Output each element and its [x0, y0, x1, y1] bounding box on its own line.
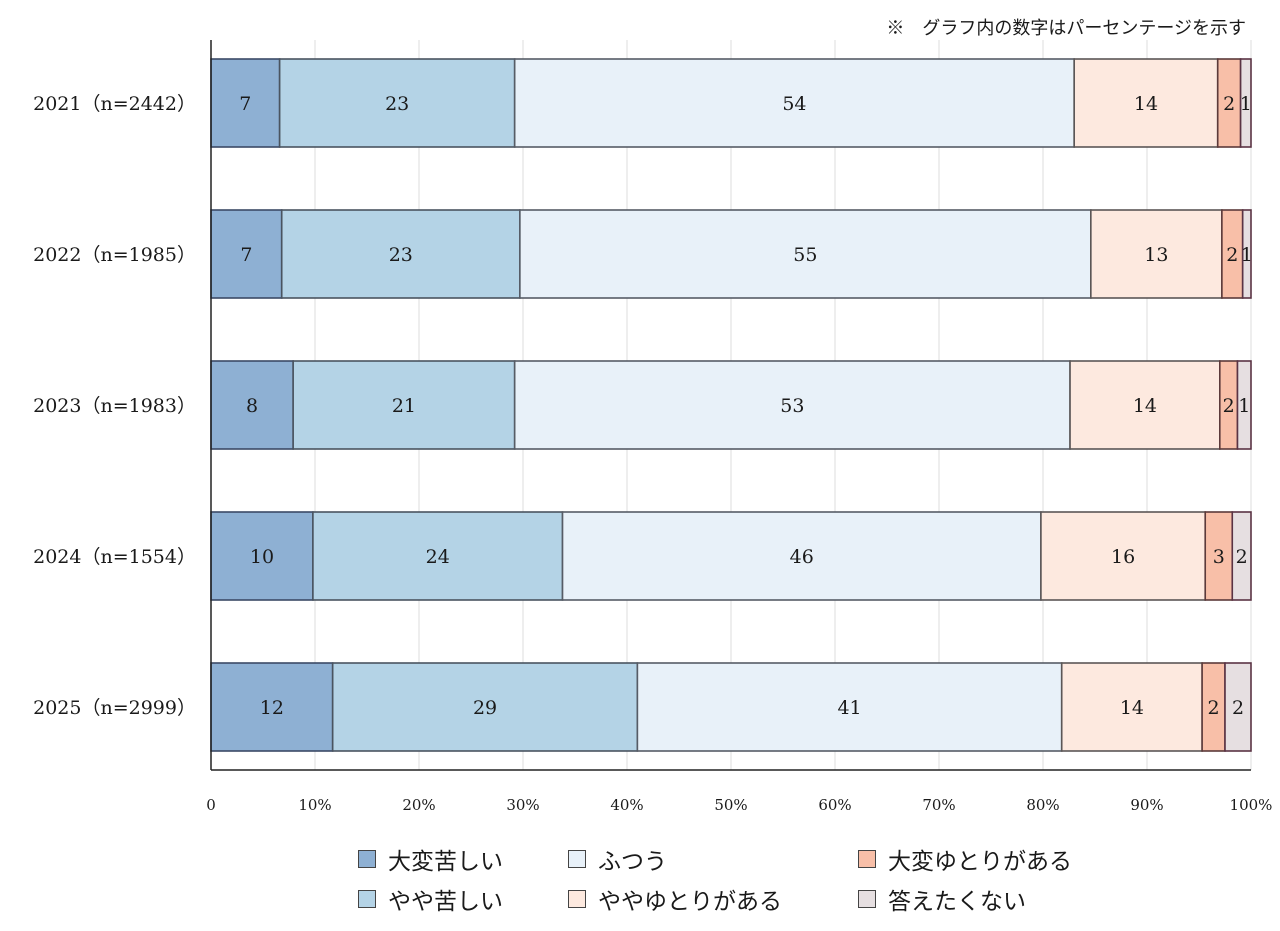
data-label: 14: [1133, 395, 1157, 417]
x-tick-label: 60%: [818, 796, 851, 814]
bar-segment: [280, 209, 521, 299]
data-label: 1: [1241, 244, 1253, 266]
bar-segment: [210, 662, 334, 752]
legend-label: ややゆとりがある: [598, 889, 782, 915]
legend-swatch: [358, 850, 376, 868]
bar-segment: [1069, 360, 1221, 450]
data-label: 1: [1240, 93, 1252, 115]
legend-label: やや苦しい: [388, 889, 503, 915]
bar-segment: [331, 662, 639, 752]
data-label: 54: [782, 93, 806, 115]
data-label: 2: [1226, 244, 1238, 266]
data-label: 23: [385, 93, 409, 115]
x-tick-label: 70%: [922, 796, 955, 814]
category-label: 2023（n=1983）: [33, 395, 196, 417]
x-tick-label: 50%: [714, 796, 747, 814]
data-label: 7: [239, 93, 251, 115]
data-label: 55: [793, 244, 817, 266]
bar-segment: [513, 58, 1076, 148]
bar-segment: [210, 58, 281, 148]
bar-segment: [278, 58, 516, 148]
legend-label: 大変苦しい: [388, 849, 503, 875]
data-label: 23: [389, 244, 413, 266]
data-label: 29: [473, 697, 497, 719]
bar-segment: [1060, 662, 1203, 752]
legend-label: 大変ゆとりがある: [888, 849, 1072, 875]
legend-label: ふつう: [598, 849, 667, 875]
bar-segment: [513, 360, 1071, 450]
category-label: 2022（n=1985）: [33, 244, 196, 266]
bar-segment: [1204, 511, 1234, 601]
bar-segment: [1231, 511, 1252, 601]
x-tick-label: 0: [206, 796, 216, 814]
data-label: 53: [780, 395, 804, 417]
bar-segment: [210, 360, 294, 450]
legend-item: やや苦しい: [358, 882, 503, 916]
data-label: 2: [1232, 697, 1244, 719]
data-label: 13: [1144, 244, 1168, 266]
x-tick-label: 80%: [1026, 796, 1059, 814]
x-tick-label: 10%: [298, 796, 331, 814]
x-tick-label: 20%: [402, 796, 435, 814]
bar-segment: [1239, 58, 1252, 148]
data-label: 14: [1134, 93, 1158, 115]
legend-label: 答えたくない: [888, 889, 1026, 915]
x-tick-label: 30%: [506, 796, 539, 814]
bar-segment: [519, 209, 1092, 299]
axes: 2021（n=2442）2022（n=1985）2023（n=1983）2024…: [33, 40, 1272, 814]
legend-item: 大変ゆとりがある: [858, 842, 1072, 876]
data-label: 16: [1111, 546, 1135, 568]
data-label: 14: [1120, 697, 1144, 719]
data-label: 41: [837, 697, 861, 719]
data-label: 7: [240, 244, 252, 266]
bar-segment: [1073, 58, 1219, 148]
legend-item: ややゆとりがある: [568, 882, 782, 916]
data-label: 2: [1236, 546, 1248, 568]
data-label: 24: [426, 546, 450, 568]
bar-segment: [561, 511, 1042, 601]
data-label: 12: [260, 697, 284, 719]
data-label: 2: [1223, 93, 1235, 115]
x-tick-label: 90%: [1130, 796, 1163, 814]
data-label: 21: [392, 395, 416, 417]
data-label: 2: [1223, 395, 1235, 417]
bar-segment: [210, 209, 283, 299]
data-label: 10: [250, 546, 274, 568]
bar-segment: [312, 511, 564, 601]
data-label: 2: [1208, 697, 1220, 719]
x-tick-label: 100%: [1230, 796, 1273, 814]
data-label: 8: [246, 395, 258, 417]
legend-item: 答えたくない: [858, 882, 1026, 916]
legend-swatch: [858, 850, 876, 868]
bar-segment: [292, 360, 516, 450]
bar-segment: [1224, 662, 1252, 752]
category-label: 2025（n=2999）: [33, 697, 196, 719]
bar-segment: [1236, 360, 1252, 450]
data-label: 46: [790, 546, 814, 568]
bar-segment: [1090, 209, 1223, 299]
data-label: 1: [1238, 395, 1250, 417]
legend-swatch: [358, 890, 376, 908]
x-tick-label: 40%: [610, 796, 643, 814]
bar-segment: [1241, 209, 1252, 299]
legend-swatch: [568, 850, 586, 868]
category-label: 2021（n=2442）: [33, 93, 196, 115]
category-label: 2024（n=1554）: [33, 546, 196, 568]
data-label: 3: [1213, 546, 1225, 568]
bars: [210, 58, 1252, 752]
data-labels: 7 23 54 14 2 17 23 55 13 2 18 21 53 14 2 110 24 46 16 3 212 2…: [239, 93, 1253, 719]
legend-item: 大変苦しい: [358, 842, 503, 876]
chart-note: ※ グラフ内の数字はパーセンテージを示す: [886, 18, 1246, 39]
legend-swatch: [568, 890, 586, 908]
bar-segment: [210, 511, 314, 601]
legend-item: ふつう: [568, 842, 667, 876]
bar-segment: [636, 662, 1063, 752]
legend-swatch: [858, 890, 876, 908]
